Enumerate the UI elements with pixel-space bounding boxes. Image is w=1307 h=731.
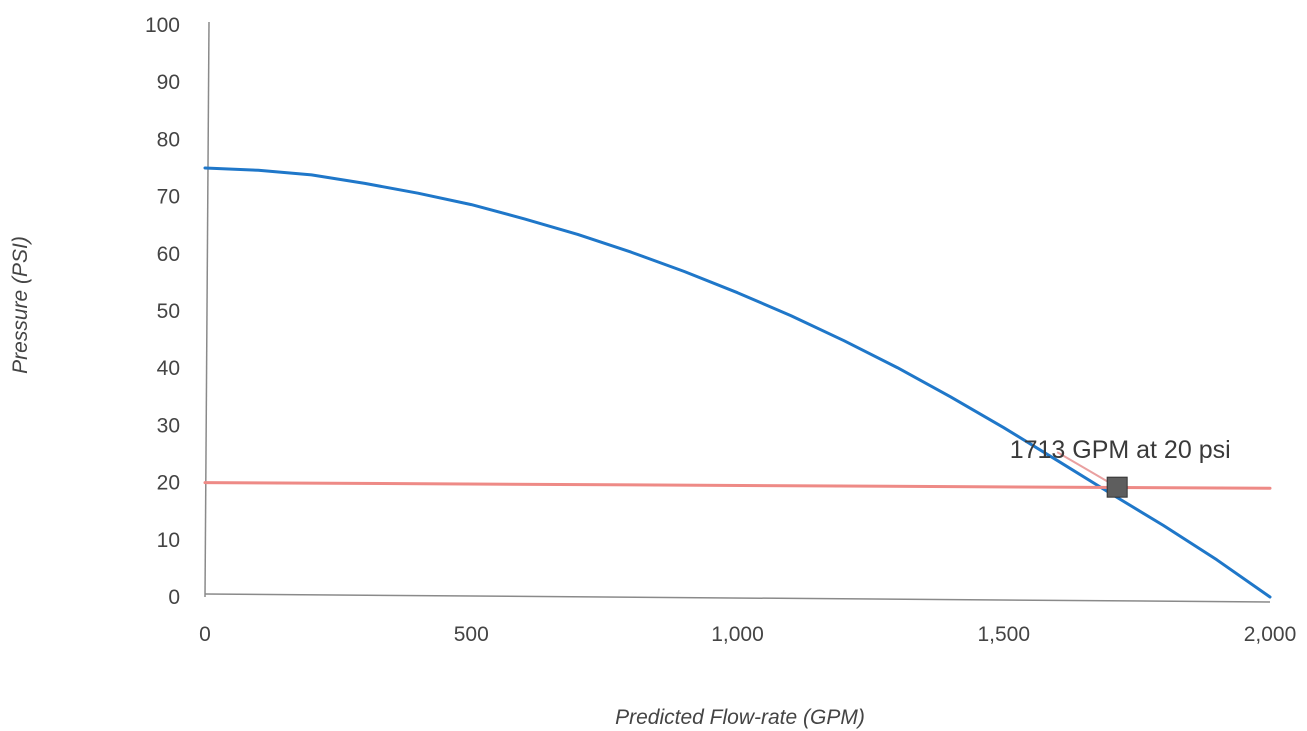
intersection-annotation: 1713 GPM at 20 psi bbox=[1010, 436, 1231, 464]
x-tick-label: 2,000 bbox=[1244, 623, 1297, 646]
marker-layer: 1713 GPM at 20 psi bbox=[1010, 436, 1231, 498]
y-tick-label: 10 bbox=[157, 529, 180, 552]
series-layer bbox=[203, 166, 1272, 599]
y-tick-label: 100 bbox=[145, 14, 180, 37]
pump-curve-line bbox=[203, 166, 1272, 599]
y-tick-label: 60 bbox=[157, 243, 180, 266]
y-tick-label: 0 bbox=[168, 586, 180, 609]
y-tick-label: 20 bbox=[157, 472, 180, 495]
y-tick-label: 50 bbox=[157, 300, 180, 323]
y-axis-line-path bbox=[204, 21, 210, 598]
x-tick-label: 0 bbox=[199, 623, 211, 646]
y-tick-label: 30 bbox=[157, 414, 180, 437]
pressure-20psi-line bbox=[203, 481, 1272, 490]
y-tick-label: 40 bbox=[157, 357, 180, 380]
y-tick-labels: 0 10 20 30 40 50 60 70 80 90 100 bbox=[145, 14, 180, 609]
x-tick-label: 1,500 bbox=[977, 623, 1030, 646]
y-tick-label: 90 bbox=[157, 71, 180, 94]
x-axis-title: Predicted Flow-rate (GPM) bbox=[615, 706, 865, 729]
x-tick-labels: 0 500 1,000 1,500 2,000 bbox=[199, 623, 1296, 646]
x-axis-line-path bbox=[204, 593, 1271, 603]
x-axis-line bbox=[204, 593, 1271, 603]
y-tick-label: 70 bbox=[157, 186, 180, 209]
x-tick-label: 1,000 bbox=[711, 623, 764, 646]
intersection-marker bbox=[1106, 476, 1128, 498]
y-tick-label: 80 bbox=[157, 128, 180, 151]
y-axis-line bbox=[204, 21, 210, 598]
y-axis-title: Pressure (PSI) bbox=[9, 236, 32, 374]
x-tick-label: 500 bbox=[454, 623, 489, 646]
